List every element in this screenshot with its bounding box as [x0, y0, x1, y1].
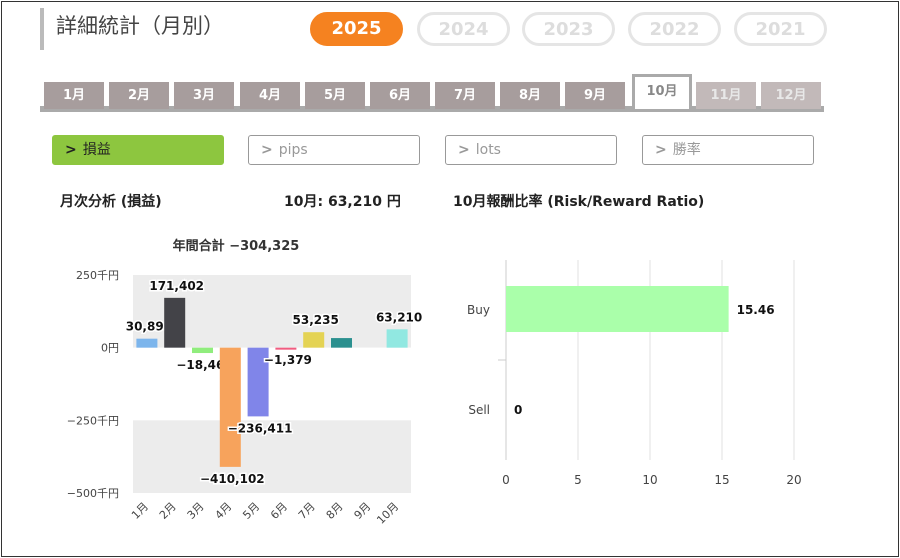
- mode-label: 勝率: [672, 142, 701, 158]
- tab-month-4[interactable]: 4月: [240, 82, 300, 109]
- data-label-7: 53,235: [293, 313, 339, 327]
- tab-month-5[interactable]: 5月: [305, 82, 365, 109]
- y-tick-label: 0円: [101, 342, 119, 355]
- x-tick-label-2: 2月: [157, 500, 179, 522]
- tab-month-6[interactable]: 6月: [370, 82, 430, 109]
- bar-8: [331, 338, 352, 348]
- x-tick-label-5: 5月: [240, 500, 262, 522]
- category-label-sell: Sell: [468, 403, 490, 417]
- tab-month-11[interactable]: 11月: [696, 82, 756, 109]
- x-tick-label-7: 7月: [296, 500, 318, 522]
- chevron-right-icon: >: [65, 142, 77, 158]
- x-tick-label-4: 4月: [213, 500, 235, 522]
- x-tick-label-6: 6月: [268, 500, 290, 522]
- category-label-buy: Buy: [467, 303, 490, 317]
- y-tick-label: 250千円: [76, 269, 119, 282]
- bar-3: [192, 347, 213, 354]
- bar-4: [219, 347, 241, 467]
- tab-month-12[interactable]: 12月: [761, 82, 821, 109]
- tab-month-7[interactable]: 7月: [435, 82, 495, 109]
- risk-reward-heading: 10月報酬比率 (Risk/Reward Ratio): [453, 194, 705, 210]
- month-tabs: 1月 2月 3月 4月 5月 6月 7月 8月 9月 10月 11月 12月: [40, 74, 824, 112]
- year-button-2024[interactable]: 2024: [417, 12, 510, 46]
- x-tick-label-9: 9月: [352, 500, 374, 522]
- mode-label: lots: [475, 142, 501, 158]
- month-total-value: 10月: 63,210 円: [284, 194, 401, 210]
- data-label-3: −18,466: [176, 358, 232, 372]
- bar-5: [247, 347, 269, 417]
- plot-band: [133, 347, 411, 421]
- data-label-6: −1,379: [264, 353, 312, 367]
- x-tick-label: 0: [502, 473, 510, 487]
- bar-2: [164, 297, 186, 348]
- x-tick-label: 20: [786, 473, 801, 487]
- x-tick-label: 10: [642, 473, 657, 487]
- x-tick-label-10: 10月: [374, 500, 401, 527]
- chart-title: 年間合計 −304,325: [173, 238, 300, 254]
- x-tick-label-8: 8月: [324, 500, 346, 522]
- data-label-buy: 15.46: [737, 303, 775, 317]
- mode-button-pips[interactable]: > pips: [248, 135, 420, 165]
- mode-button-lots[interactable]: > lots: [445, 135, 617, 165]
- x-tick-label-1: 1月: [129, 500, 151, 522]
- page-title: 詳細統計（月別）: [56, 14, 224, 38]
- bar-6: [275, 347, 297, 350]
- plot-band: [133, 420, 411, 493]
- tab-month-2[interactable]: 2月: [109, 82, 169, 109]
- tab-month-8[interactable]: 8月: [500, 82, 560, 109]
- data-label-4: −410,102: [200, 472, 265, 486]
- year-button-2025[interactable]: 2025: [310, 12, 403, 46]
- data-label-5: −236,411: [228, 421, 293, 435]
- bar-7: [303, 332, 325, 348]
- mode-label: pips: [278, 142, 308, 158]
- year-button-2021[interactable]: 2021: [734, 12, 827, 46]
- chevron-right-icon: >: [655, 142, 667, 158]
- monthly-analysis-heading: 月次分析 (損益): [60, 194, 162, 210]
- y-tick-label: −250千円: [67, 414, 119, 427]
- x-tick-label: 5: [574, 473, 582, 487]
- tab-month-1[interactable]: 1月: [44, 82, 104, 109]
- data-label-1: 30,898: [126, 320, 172, 334]
- year-button-2022[interactable]: 2022: [628, 12, 721, 46]
- data-label-10: 63,210: [376, 310, 422, 324]
- risk-reward-chart: 0 5 10 15 20 Buy 15.46 Sell 0: [467, 260, 802, 487]
- mode-button-winrate[interactable]: > 勝率: [642, 135, 814, 165]
- data-label-sell: 0: [514, 403, 522, 417]
- monthly-profit-chart: 年間合計 −304,325 250千円 0円 −250千円 −500千円 30,898 1月…: [67, 238, 424, 527]
- mode-label: 損益: [82, 142, 111, 158]
- chevron-right-icon: >: [261, 142, 273, 158]
- bar-1: [136, 338, 158, 348]
- mode-button-profit[interactable]: > 損益: [52, 135, 224, 165]
- x-tick-label-3: 3月: [185, 500, 207, 522]
- data-label-2: 171,402: [149, 279, 204, 293]
- year-button-2023[interactable]: 2023: [522, 12, 615, 46]
- tab-month-10[interactable]: 10月: [632, 74, 692, 109]
- y-tick-label: −500千円: [67, 487, 119, 500]
- tab-month-3[interactable]: 3月: [174, 82, 234, 109]
- x-tick-label: 15: [714, 473, 729, 487]
- bar-10: [386, 329, 408, 348]
- page-title-bar: 詳細統計（月別）: [40, 8, 224, 50]
- tab-month-9[interactable]: 9月: [565, 82, 625, 109]
- chevron-right-icon: >: [458, 142, 470, 158]
- bar-buy: [506, 286, 729, 332]
